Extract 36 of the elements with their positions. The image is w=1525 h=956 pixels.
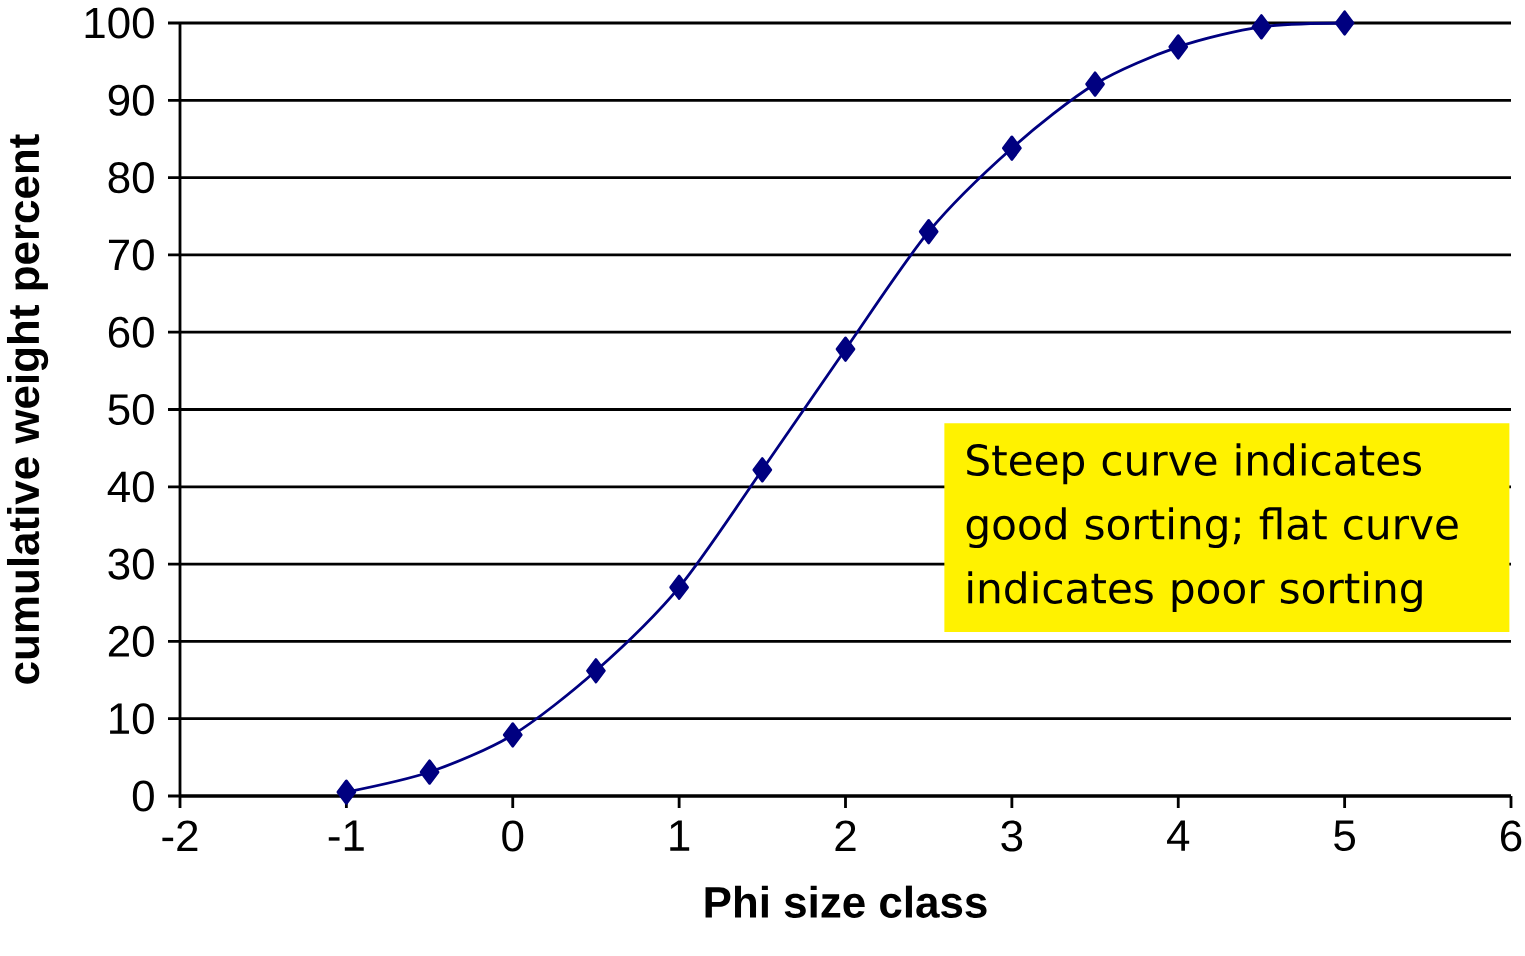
y-tick-label: 30 (108, 548, 154, 580)
x-tick-label: 2 (835, 820, 856, 852)
point (1085, 71, 1105, 97)
point (419, 759, 440, 785)
point (752, 457, 773, 483)
point (336, 779, 357, 805)
y-axis-title: cumulative weight percent (6, 134, 49, 684)
x-tick-label: -2 (162, 820, 198, 852)
y-tick-label: 50 (108, 393, 154, 426)
y-tick-label: 100 (85, 7, 154, 39)
x-tick-label: -1 (328, 820, 364, 851)
y-tick-label: 10 (110, 703, 154, 735)
x-axis-title: Phi size class (705, 885, 987, 918)
x-tick-label: 4 (1167, 820, 1190, 851)
x-tick-label: 5 (1334, 820, 1356, 852)
point (1251, 14, 1272, 40)
y-tick-label: 60 (108, 316, 154, 348)
y-tick-label: 80 (108, 162, 154, 194)
point (918, 219, 939, 245)
point (1002, 135, 1022, 161)
y-tick-label: 70 (108, 239, 154, 271)
annotation: Steep curve indicates good sorting; flat curve indicates poor sorting (966, 443, 1458, 613)
point (502, 722, 523, 748)
point (669, 574, 689, 600)
x-tick-label: 6 (1500, 820, 1522, 852)
x-tick-label: 0 (502, 820, 524, 852)
y-tick-label: 0 (132, 780, 154, 812)
point (835, 336, 856, 362)
y-tick-label: 40 (107, 471, 154, 503)
point (1334, 10, 1355, 36)
point (586, 658, 606, 684)
x-tick-label: 3 (1001, 820, 1023, 852)
x-tick-label: 1 (670, 820, 690, 851)
y-tick-label: 90 (108, 84, 154, 116)
y-tick-label: 20 (108, 625, 154, 657)
point (1168, 34, 1189, 60)
